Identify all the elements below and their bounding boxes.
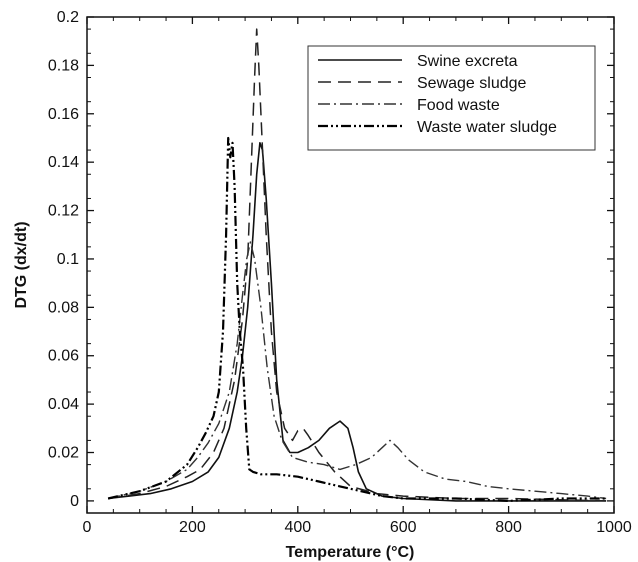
legend-label-food-waste: Food waste [417,97,500,114]
y-tick-label: 0.04 [48,396,79,413]
y-axis-title: DTG (dx/dt) [13,221,30,308]
series-layer [107,28,607,502]
x-tick-label: 400 [284,519,311,536]
y-tick-label: 0.16 [48,106,79,123]
y-tick-label: 0.12 [48,203,79,220]
x-tick-label: 200 [179,519,206,536]
x-axis-title: Temperature (°C) [286,544,415,561]
legend-label-waste-water-sludge: Waste water sludge [417,119,557,136]
series-line-sewage-sludge [107,28,607,502]
x-tick-label: 1000 [596,519,632,536]
series-line-swine-excreta [108,142,607,502]
y-tick-label: 0 [70,493,79,510]
series-line-food-waste [107,241,607,500]
plot-frame [86,16,615,514]
series-line-waste-water-sludge [107,136,607,502]
y-tick-label: 0.18 [48,57,79,74]
legend-label-swine-excreta: Swine excreta [417,53,518,70]
y-tick-label: 0.1 [57,251,79,268]
legend-box [307,45,596,151]
y-tick-label: 0.06 [48,348,79,365]
x-tick-label: 600 [390,519,417,536]
x-tick-label: 0 [83,519,92,536]
x-tick-label: 800 [495,519,522,536]
y-tick-label: 0.14 [48,154,79,171]
y-tick-label: 0.2 [57,9,79,26]
legend-label-sewage-sludge: Sewage sludge [417,75,527,92]
y-tick-label: 0.02 [48,445,79,462]
legend: Swine excreta Sewage sludge Food waste Wast… [307,45,596,151]
y-tick-label: 0.08 [48,299,79,316]
